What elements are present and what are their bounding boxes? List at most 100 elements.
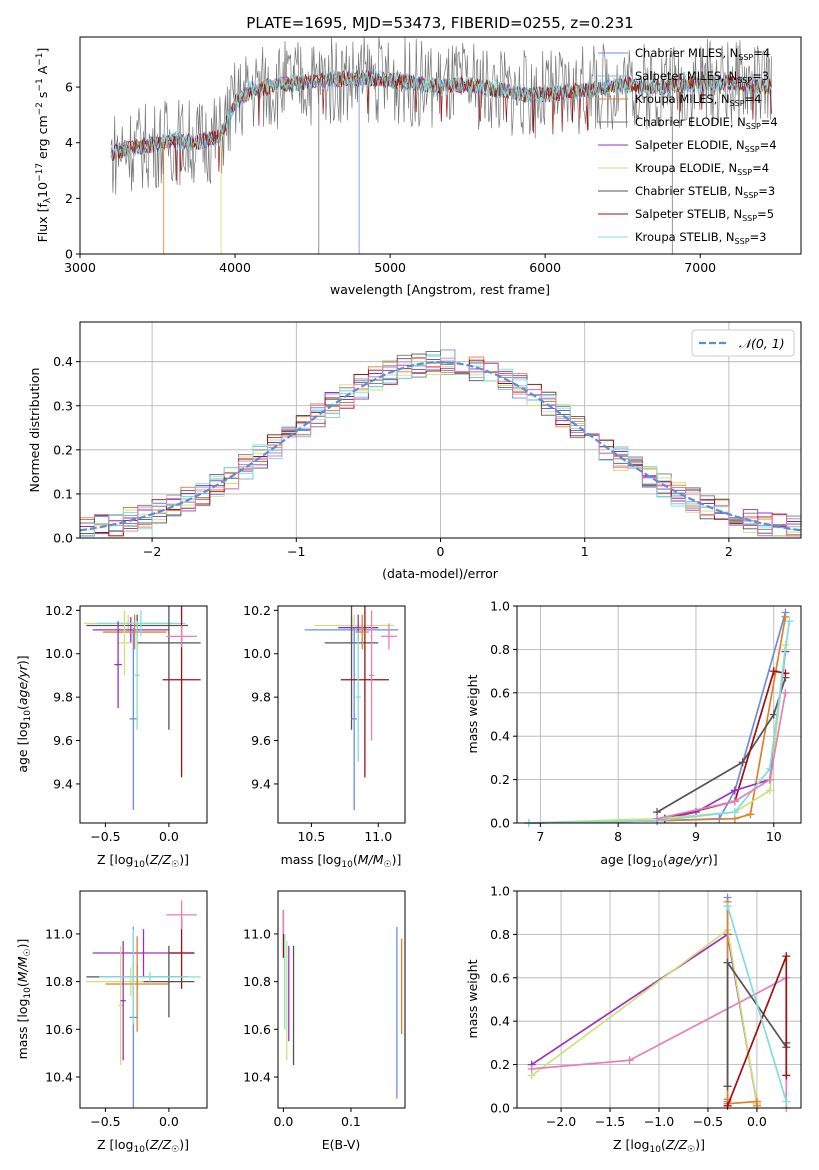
y-tick-label: 9.4 <box>53 776 73 791</box>
errorbar-point <box>96 610 186 637</box>
legend-label: Salpeter STELIB, NSSP=5 <box>635 207 774 223</box>
x-tick-label: −2 <box>143 544 161 559</box>
y-tick-label: 10.2 <box>243 603 271 618</box>
errorbar-point <box>99 972 201 982</box>
y-tick-label: 1.0 <box>490 884 510 899</box>
x-tick-label: −2.0 <box>546 1114 576 1129</box>
residuals-xlabel: (data-model)/error <box>382 566 499 581</box>
series-line <box>531 928 758 1104</box>
errorbar-point <box>129 627 138 810</box>
spectrum-xlabel: wavelength [Angstrom, rest frame] <box>330 282 550 297</box>
errorbar-point <box>162 606 201 778</box>
cumulative-age-frame <box>516 605 802 824</box>
errorbar-point <box>351 627 357 810</box>
cumulative-age-panel: 7 8 9 10 0.0 0.2 0.4 0.6 0.8 1.0 age [log10(age/y… <box>465 599 802 870</box>
y-tick-label: 0.6 <box>490 970 510 985</box>
plus-marker <box>723 902 732 911</box>
x-tick-label: −0.5 <box>90 1114 120 1129</box>
age-vs-Z-frame <box>79 605 208 824</box>
y-tick-label: 9.4 <box>251 776 271 791</box>
errorbar-point <box>118 610 131 676</box>
spectrum-lines <box>110 37 772 254</box>
y-tick-label: 10.0 <box>45 646 73 661</box>
errorbar-point <box>324 606 379 730</box>
x-tick-label: 4000 <box>219 260 251 275</box>
cumulative-series <box>723 902 791 1106</box>
histogram-steps <box>80 349 801 537</box>
errorbar-point <box>355 614 369 650</box>
errorbar-point <box>166 900 197 930</box>
series-line <box>528 616 787 824</box>
cumulative-series <box>723 952 791 1110</box>
y-tick-label: 0.8 <box>490 642 510 657</box>
age-vs-Z-panel: −0.5 0.0 9.4 9.6 9.8 10.0 10.2 Z [log10(Z/Z☉)]… <box>15 603 208 870</box>
x-tick-label: 11.0 <box>364 829 392 844</box>
y-tick-label: 0.4 <box>490 729 510 744</box>
y-tick-label: 0.8 <box>490 927 510 942</box>
x-tick-label: 9 <box>692 829 700 844</box>
age-vs-mass-panel: 10.5 11.0 9.4 9.6 9.8 10.0 10.2 mass [log10(M/… <box>243 603 406 870</box>
mass-vs-ebv-xlabel: E(B-V) <box>322 1137 361 1152</box>
plus-marker <box>730 786 739 795</box>
plus-marker <box>738 758 747 767</box>
errorbar-point <box>340 606 389 778</box>
legend-label: Salpeter MILES, NSSP=3 <box>635 69 769 85</box>
plus-marker <box>765 786 774 795</box>
x-tick-label: 0.1 <box>341 1114 361 1129</box>
residuals-panel: −2 −1 0 1 2 0.0 0.1 0.2 0.3 0.4 𝒩(0, 1) (data-mod… <box>27 321 802 581</box>
y-tick-label: 10.6 <box>45 1022 73 1037</box>
x-tick-label: 6000 <box>529 260 561 275</box>
y-tick-label: 0.1 <box>53 486 73 501</box>
cumulative-series <box>527 930 761 1108</box>
x-tick-label: −1 <box>287 544 305 559</box>
errorbar-point <box>137 606 201 730</box>
y-tick-label: 0.6 <box>490 685 510 700</box>
cumulative-Z-xlabel: Z [log10(Z/Z☉)] <box>613 1137 705 1155</box>
cumulative-series <box>653 688 790 823</box>
y-tick-label: 10.8 <box>243 974 271 989</box>
errorbar-point <box>92 616 169 643</box>
y-tick-label: 10.4 <box>45 1070 73 1085</box>
x-tick-label: 7000 <box>684 260 716 275</box>
residuals-legend-box <box>691 329 795 357</box>
y-tick-label: 0.2 <box>53 442 73 457</box>
errorbar-point <box>355 632 361 763</box>
spectrum-frame <box>79 36 802 255</box>
plus-marker <box>782 1071 791 1080</box>
plus-marker <box>625 1056 634 1065</box>
legend-label: Kroupa STELIB, NSSP=3 <box>635 230 766 246</box>
plus-marker <box>765 775 774 784</box>
series-line <box>528 612 787 824</box>
y-tick-label: 6 <box>65 80 73 95</box>
x-tick-label: 0.0 <box>747 1114 767 1129</box>
residuals-legend-label: 𝒩(0, 1) <box>739 336 785 351</box>
series-line <box>726 905 788 1102</box>
plus-marker <box>723 1082 732 1091</box>
mass-vs-Z-panel: −0.5 0.010.410.610.811.0 Z [log10(Z/Z☉)] … <box>15 890 208 1155</box>
y-tick-label: 4 <box>65 135 73 150</box>
mass-vs-Z-xlabel: Z [log10(Z/Z☉)] <box>97 1137 189 1155</box>
plus-marker <box>781 688 790 697</box>
legend-label: Chabrier STELIB, NSSP=3 <box>635 184 775 200</box>
plus-marker <box>730 797 739 806</box>
errorbar-point <box>143 945 195 1018</box>
cumulative-series <box>524 641 790 827</box>
x-tick-label: 10.5 <box>297 829 325 844</box>
cumulative-age-ylabel: mass weight <box>465 674 480 753</box>
mass-vs-Z-frame <box>79 890 208 1109</box>
x-tick-label: 0.0 <box>159 829 179 844</box>
y-tick-label: 11.0 <box>45 926 73 941</box>
y-tick-label: 10.2 <box>45 603 73 618</box>
y-tick-label: 0.2 <box>490 772 510 787</box>
plus-marker <box>730 808 739 817</box>
y-tick-label: 9.6 <box>53 733 73 748</box>
residuals-ylabel: Normed distribution <box>27 368 42 493</box>
plus-marker <box>723 958 732 967</box>
y-tick-label: 9.8 <box>251 690 271 705</box>
plus-marker <box>527 1064 536 1073</box>
x-tick-label: 8 <box>614 829 622 844</box>
series-line <box>531 932 758 1104</box>
plus-marker <box>785 617 794 626</box>
spectrum-panel: 3000 4000 5000 6000 7000 0 2 4 6 Chabrier MILES,… <box>35 36 802 297</box>
legend-label: Salpeter ELODIE, NSSP=4 <box>635 138 777 154</box>
